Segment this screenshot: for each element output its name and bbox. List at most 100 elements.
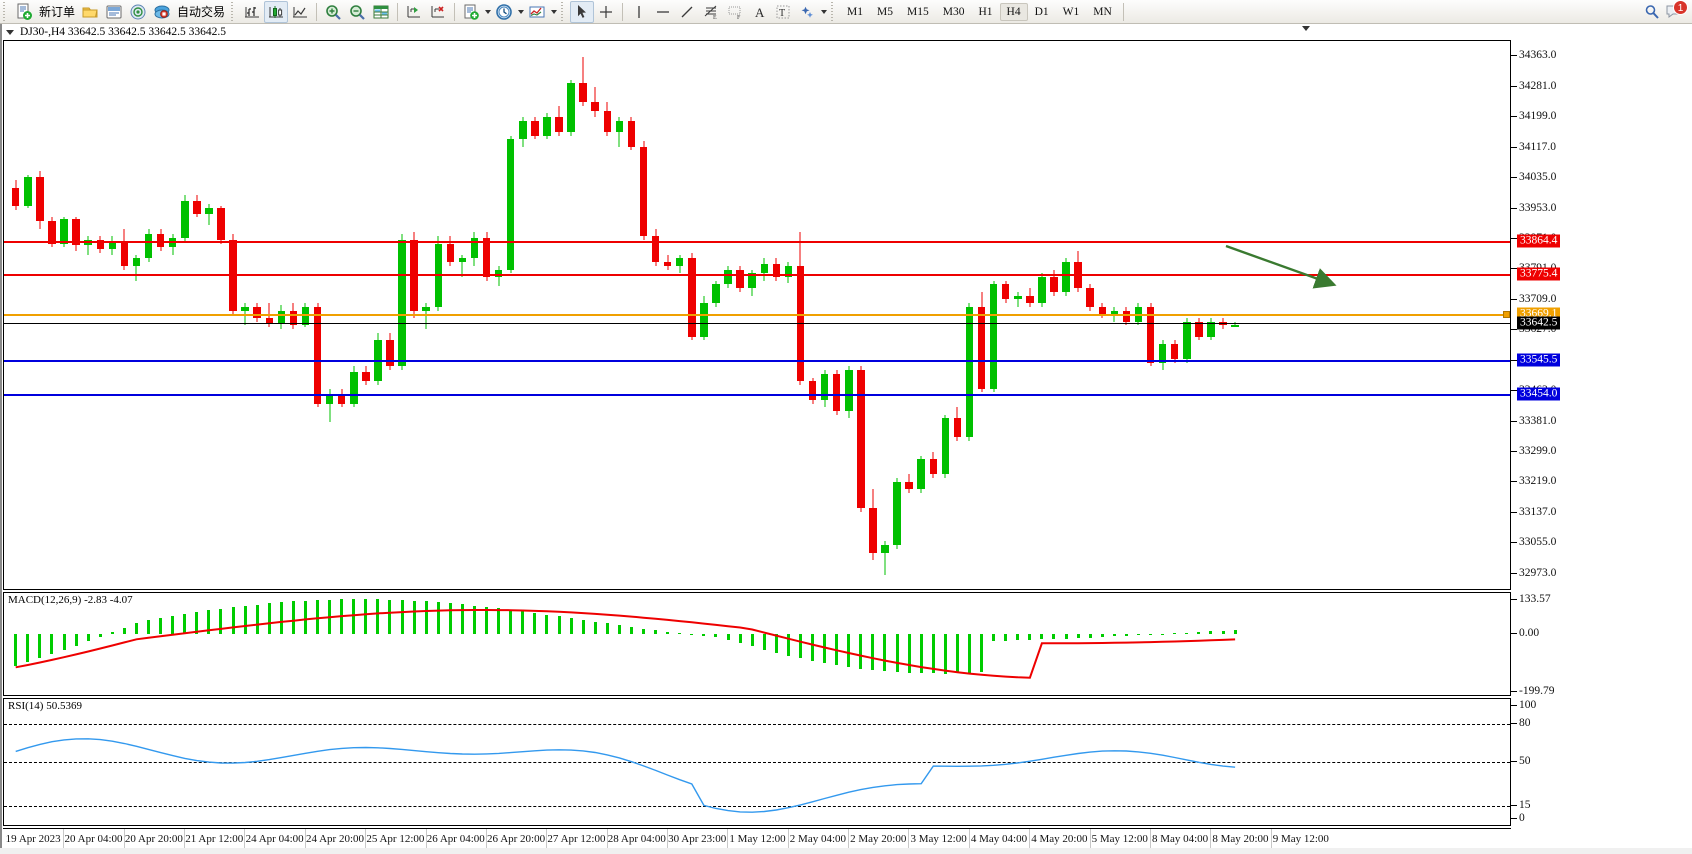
axis-tick-label: 33299.0 <box>1519 445 1557 458</box>
new-order-icon[interactable] <box>12 1 36 23</box>
data-window-icon[interactable] <box>369 1 393 23</box>
timeframe-m15[interactable]: M15 <box>907 5 929 18</box>
macd-plot-area[interactable]: MACD(12,26,9) -2.83 -4.07 <box>3 592 1511 696</box>
shapes-dropdown-icon[interactable] <box>819 9 828 14</box>
order-line-handle[interactable] <box>1503 310 1510 318</box>
new-order-label[interactable]: 新订单 <box>39 5 76 19</box>
hline-icon[interactable] <box>651 1 675 23</box>
macd-histogram-bar <box>303 600 307 634</box>
price-level-line[interactable] <box>4 359 1510 362</box>
price-level-line[interactable] <box>4 393 1510 396</box>
rsi-level-line <box>4 724 1510 726</box>
period-dropdown-icon[interactable] <box>516 9 525 14</box>
time-axis-separator <box>304 829 306 853</box>
price-tag-support-line[interactable]: 33454.0 <box>1517 387 1561 401</box>
folder-icon[interactable] <box>78 1 102 23</box>
macd-histogram-bar <box>1112 633 1116 637</box>
candle <box>953 41 962 589</box>
trendline-icon[interactable] <box>675 1 699 23</box>
label-icon[interactable]: T <box>771 1 795 23</box>
shift-chart-icon[interactable] <box>402 1 426 23</box>
axis-tick <box>1511 238 1517 240</box>
chart-collapse-icon[interactable] <box>1302 26 1310 31</box>
timeframe-h4[interactable]: H4 <box>999 2 1028 21</box>
candle <box>917 41 925 589</box>
vline-icon[interactable] <box>627 1 651 23</box>
rsi-plot-area[interactable]: RSI(14) 50.5369 <box>3 698 1511 826</box>
price-tag-resistance-line[interactable]: 33864.4 <box>1517 234 1561 248</box>
macd-histogram-bar <box>774 633 778 653</box>
indicators-icon[interactable] <box>525 1 549 23</box>
auto-trading-label[interactable]: 自动交易 <box>177 5 226 19</box>
timeframe-m1[interactable]: M1 <box>847 5 864 18</box>
candle <box>941 41 950 589</box>
trend-arrow-icon[interactable] <box>4 41 1337 589</box>
price-plot-area[interactable] <box>3 40 1511 590</box>
fibonacci-icon[interactable]: E <box>699 1 723 23</box>
axis-tick <box>1511 420 1517 422</box>
price-level-line[interactable] <box>4 323 1510 325</box>
toolbar-grip-4[interactable] <box>830 1 838 22</box>
macd-histogram-bar <box>364 599 368 634</box>
macd-histogram-bar <box>26 633 30 663</box>
toolbar-grip[interactable] <box>2 1 9 22</box>
timeframe-mn[interactable]: MN <box>1093 5 1112 18</box>
macd-histogram-bar <box>207 610 211 634</box>
price-tag-order-line[interactable]: 33669.1 <box>1517 307 1561 321</box>
time-axis-separator <box>787 829 789 853</box>
price-level-line[interactable] <box>4 240 1510 243</box>
bar-chart-icon[interactable] <box>240 1 264 23</box>
template-icon[interactable] <box>459 1 483 23</box>
time-axis-separator <box>1210 829 1212 853</box>
toolbar-grip-2[interactable] <box>230 1 238 22</box>
macd-pane[interactable]: MACD(12,26,9) -2.83 -4.07 133.57 0.00 -199… <box>3 592 1692 697</box>
alerts-icon[interactable]: 1 <box>1664 0 1688 23</box>
time-axis-label: 8 May 04:00 <box>1151 833 1209 845</box>
price-axis[interactable]: 34363.0 34281.0 34199.0 34117.0 34035.0 33953… <box>1511 40 1692 590</box>
timeframe-w1[interactable]: W1 <box>1062 5 1080 18</box>
axis-tick <box>1511 390 1517 392</box>
autotrading-icon[interactable] <box>150 1 174 23</box>
timeframe-h1[interactable]: H1 <box>978 5 993 18</box>
terminal-icon[interactable] <box>102 1 126 23</box>
crosshair-icon[interactable] <box>594 1 618 23</box>
candle <box>639 41 648 589</box>
rsi-pane[interactable]: RSI(14) 50.5369 100 80 50 15 0 <box>3 698 1692 826</box>
navigator-icon[interactable] <box>126 1 150 23</box>
search-icon[interactable] <box>1640 1 1664 23</box>
macd-histogram-bar <box>86 633 90 642</box>
macd-histogram-bar <box>279 602 283 634</box>
candlestick-icon[interactable] <box>264 0 289 23</box>
price-level-line[interactable] <box>4 274 1510 277</box>
chart-menu-icon[interactable] <box>6 29 14 35</box>
axis-tick <box>1511 207 1517 209</box>
axis-tick-label: 80 <box>1519 717 1531 730</box>
template-dropdown-icon[interactable] <box>483 9 492 14</box>
price-level-line[interactable] <box>4 313 1510 316</box>
equidistant-icon[interactable]: F <box>723 1 747 23</box>
timeframe-m5[interactable]: M5 <box>877 5 893 18</box>
macd-histogram-bar <box>605 623 609 634</box>
zoom-in-icon[interactable] <box>321 1 345 23</box>
timeframe-d1[interactable]: D1 <box>1034 5 1049 18</box>
price-pane[interactable]: 34363.0 34281.0 34199.0 34117.0 34035.0 33953… <box>3 40 1692 590</box>
auto-scroll-icon[interactable] <box>426 1 450 23</box>
period-icon[interactable] <box>492 1 516 23</box>
candle <box>48 41 56 589</box>
rsi-level-line <box>4 762 1510 763</box>
macd-histogram-bar <box>497 608 501 634</box>
timeframe-m30[interactable]: M30 <box>942 5 965 18</box>
text-icon[interactable]: A <box>747 1 771 23</box>
line-chart-icon[interactable] <box>288 1 312 23</box>
macd-histogram-bar <box>183 614 187 634</box>
toolbar-grip-3[interactable] <box>560 1 568 22</box>
shapes-icon[interactable] <box>795 1 819 23</box>
macd-histogram-bar <box>557 616 561 634</box>
cursor-icon[interactable] <box>570 0 595 23</box>
indicators-dropdown-icon[interactable] <box>549 9 558 14</box>
macd-histogram-bar <box>1040 633 1044 640</box>
price-tag-current-price[interactable]: 33642.5 <box>1517 316 1561 330</box>
price-tag-resistance-line[interactable]: 33775.4 <box>1517 267 1561 281</box>
zoom-out-icon[interactable] <box>345 1 369 23</box>
price-tag-support-line[interactable]: 33545.5 <box>1517 353 1561 367</box>
